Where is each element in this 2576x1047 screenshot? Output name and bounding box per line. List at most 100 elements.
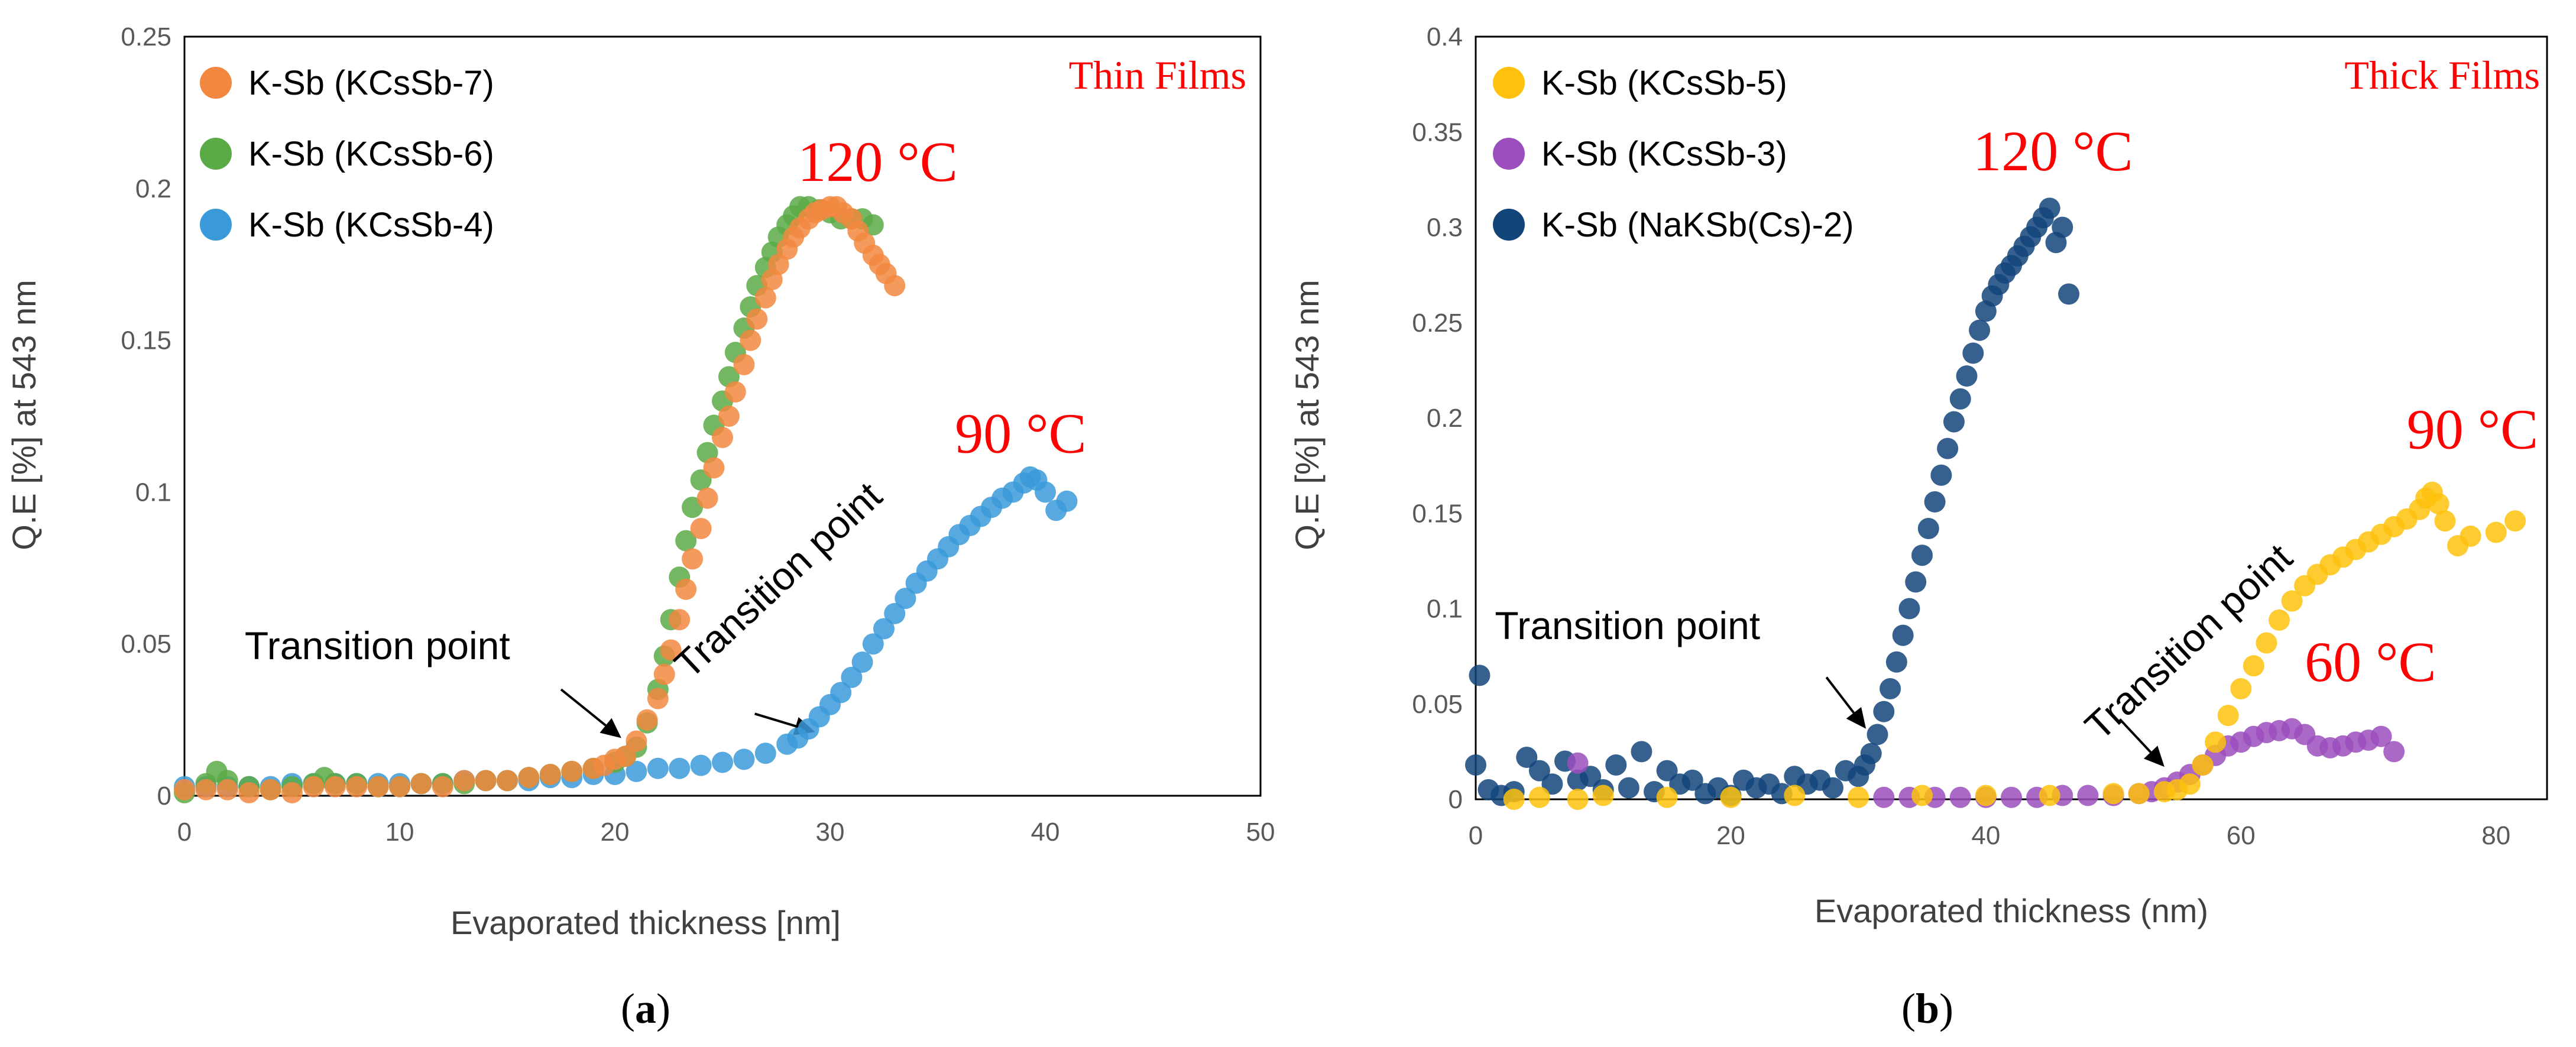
- y-axis-ticks-a: 0 0.05 0.1 0.15 0.2 0.25: [121, 22, 171, 811]
- data-point: [1503, 789, 1525, 810]
- data-point: [647, 688, 669, 709]
- data-point: [1056, 490, 1078, 512]
- data-point: [2179, 773, 2201, 795]
- data-point: [1885, 651, 1907, 673]
- data-point: [895, 588, 916, 610]
- data-point: [851, 651, 873, 673]
- data-point: [432, 776, 453, 798]
- x-tick-label: 0: [177, 818, 192, 847]
- legend-marker: [200, 209, 232, 241]
- data-point: [1605, 754, 1627, 776]
- legend-entry: K-Sb (KCsSb-4): [248, 206, 494, 244]
- temperature-label: 60 °C: [2305, 630, 2436, 693]
- data-series-a: [174, 196, 1078, 803]
- data-point: [1465, 754, 1486, 776]
- annotation-arrow: [1825, 676, 1867, 729]
- data-point: [410, 773, 432, 795]
- data-point: [1618, 777, 1639, 799]
- data-point: [281, 782, 303, 803]
- data-point: [1656, 786, 1678, 808]
- legend-marker: [200, 67, 232, 99]
- data-point: [2102, 783, 2124, 805]
- data-point: [1962, 342, 1984, 364]
- data-point: [718, 406, 740, 427]
- data-point: [740, 329, 762, 351]
- x-tick-label: 50: [1246, 818, 1275, 847]
- y-tick-label: 0.1: [1427, 595, 1463, 624]
- data-point: [1592, 785, 1614, 806]
- data-point: [733, 748, 755, 770]
- x-tick-label: 20: [601, 818, 630, 847]
- y-tick-label: 0.05: [121, 630, 171, 659]
- x-axis-label-b: Evaporated thickness (nm): [1814, 892, 2208, 929]
- data-point: [669, 757, 691, 779]
- annotation-arrow: [560, 688, 621, 738]
- y-tick-label: 0.1: [135, 478, 171, 507]
- data-point: [1930, 464, 1952, 486]
- caption-b: (b): [1901, 985, 1953, 1032]
- y-tick-label: 0.25: [1412, 309, 1463, 338]
- data-point: [2230, 678, 2252, 699]
- data-point: [873, 618, 895, 640]
- data-point: [2428, 493, 2449, 515]
- data-point: [1873, 701, 1895, 722]
- data-point: [1631, 741, 1652, 763]
- x-tick-label: 60: [2227, 821, 2256, 850]
- data-point: [660, 639, 682, 661]
- data-point: [1905, 571, 1927, 593]
- data-point: [2192, 754, 2214, 776]
- y-tick-label: 0.3: [1427, 213, 1463, 242]
- data-point: [1528, 786, 1550, 808]
- data-point: [1911, 785, 1933, 806]
- data-point: [2434, 510, 2456, 532]
- x-tick-label: 10: [385, 818, 414, 847]
- data-point: [884, 275, 906, 297]
- data-point: [324, 776, 346, 798]
- data-point: [712, 426, 733, 448]
- y-tick-label: 0.25: [121, 22, 171, 51]
- y-axis-label-b: Q.E [%] at 543 nm: [1288, 280, 1326, 550]
- temperature-label: 90 °C: [2407, 398, 2538, 461]
- data-point: [724, 381, 746, 403]
- legend-entry: K-Sb (KCsSb-7): [248, 64, 494, 102]
- panel-tag-a: Thin Films: [1069, 53, 1246, 98]
- data-point: [1860, 743, 1882, 764]
- data-point: [1867, 724, 1888, 745]
- chart-panel-b: 00.050.10.150.20.250.30.350.4 0 20 40 60 80 …: [1288, 22, 2548, 1032]
- data-point: [626, 760, 647, 782]
- legend-marker: [200, 138, 232, 170]
- data-point: [615, 745, 637, 767]
- chart-panel-a: 0 0.05 0.1 0.15 0.2 0.25 0 10 20 30 40 50 K-Sb (KC…: [5, 22, 1275, 1032]
- data-point: [2269, 609, 2290, 631]
- series-3: [1465, 197, 2080, 806]
- data-point: [1822, 777, 1843, 799]
- data-point: [754, 743, 776, 764]
- data-point: [1956, 365, 1978, 387]
- x-tick-label: 30: [816, 818, 845, 847]
- data-point: [2039, 197, 2060, 219]
- data-point: [1975, 785, 1997, 806]
- data-point: [2243, 655, 2264, 677]
- y-tick-label: 0: [1449, 785, 1463, 814]
- legend-b: K-Sb (KCsSb-5) K-Sb (KCsSb-3) K-Sb (NaKSb(…: [1493, 64, 1854, 244]
- data-point: [2383, 741, 2405, 763]
- data-point: [1969, 319, 1991, 341]
- caption-a: (a): [621, 985, 670, 1032]
- y-tick-label: 0.05: [1412, 690, 1463, 719]
- data-point: [1784, 785, 1806, 806]
- annotation-arrow: [2118, 718, 2165, 767]
- data-point: [1924, 491, 1946, 513]
- data-point: [636, 709, 658, 731]
- data-point: [1567, 752, 1589, 774]
- data-point: [1516, 747, 1538, 769]
- plot-area-b: [1475, 35, 2548, 800]
- data-point: [367, 776, 389, 798]
- data-point: [1937, 437, 1959, 459]
- x-tick-label: 40: [1031, 818, 1060, 847]
- data-point: [1848, 786, 1869, 808]
- data-point: [1917, 518, 1939, 540]
- series-1: [1503, 481, 2526, 810]
- data-point: [1943, 411, 1965, 433]
- data-point: [1580, 766, 1602, 787]
- data-point: [238, 782, 260, 803]
